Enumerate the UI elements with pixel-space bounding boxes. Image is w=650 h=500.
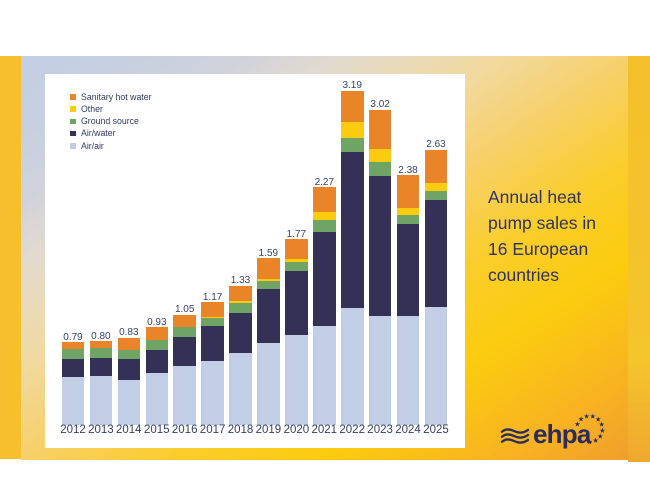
svg-text:ehpa: ehpa xyxy=(533,419,592,449)
